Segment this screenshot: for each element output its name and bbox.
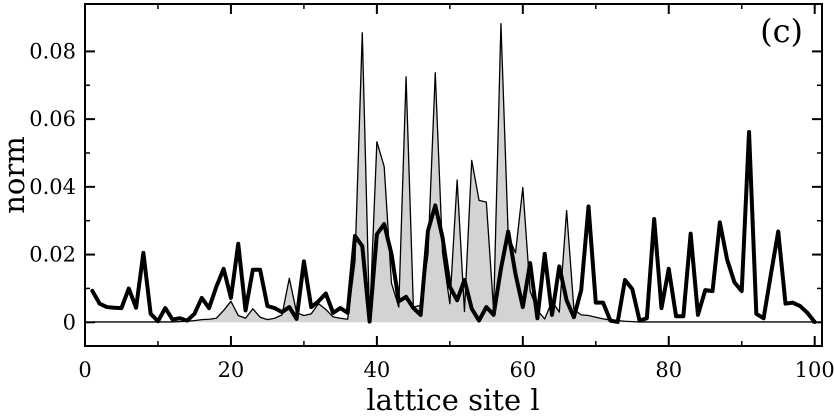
tick-layer: 0 20 40 60 80 100 0 0.02 0.04 0.06 0.08	[29, 4, 834, 382]
y-tick-label: 0.02	[29, 243, 76, 267]
panel-label: (c)	[760, 12, 803, 50]
y-tick-label: 0	[63, 310, 76, 334]
x-tick-label: 80	[655, 358, 682, 382]
y-tick-label: 0.08	[29, 39, 76, 63]
series-1-line	[90, 130, 817, 324]
x-tick-label: 60	[509, 358, 536, 382]
series-layer	[90, 22, 817, 324]
plot-frame	[84, 3, 823, 347]
x-tick-label: 20	[218, 358, 245, 382]
x-tick-label: 0	[78, 358, 91, 382]
series-0-line	[92, 22, 815, 323]
series-0-area	[92, 23, 815, 323]
y-tick-label: 0.04	[29, 175, 76, 199]
y-tick-label: 0.06	[29, 107, 76, 131]
x-tick-label: 40	[364, 358, 391, 382]
x-axis-label: lattice site l	[366, 383, 539, 417]
y-axis-label: norm	[0, 136, 31, 214]
x-tick-label: 100	[795, 358, 834, 382]
